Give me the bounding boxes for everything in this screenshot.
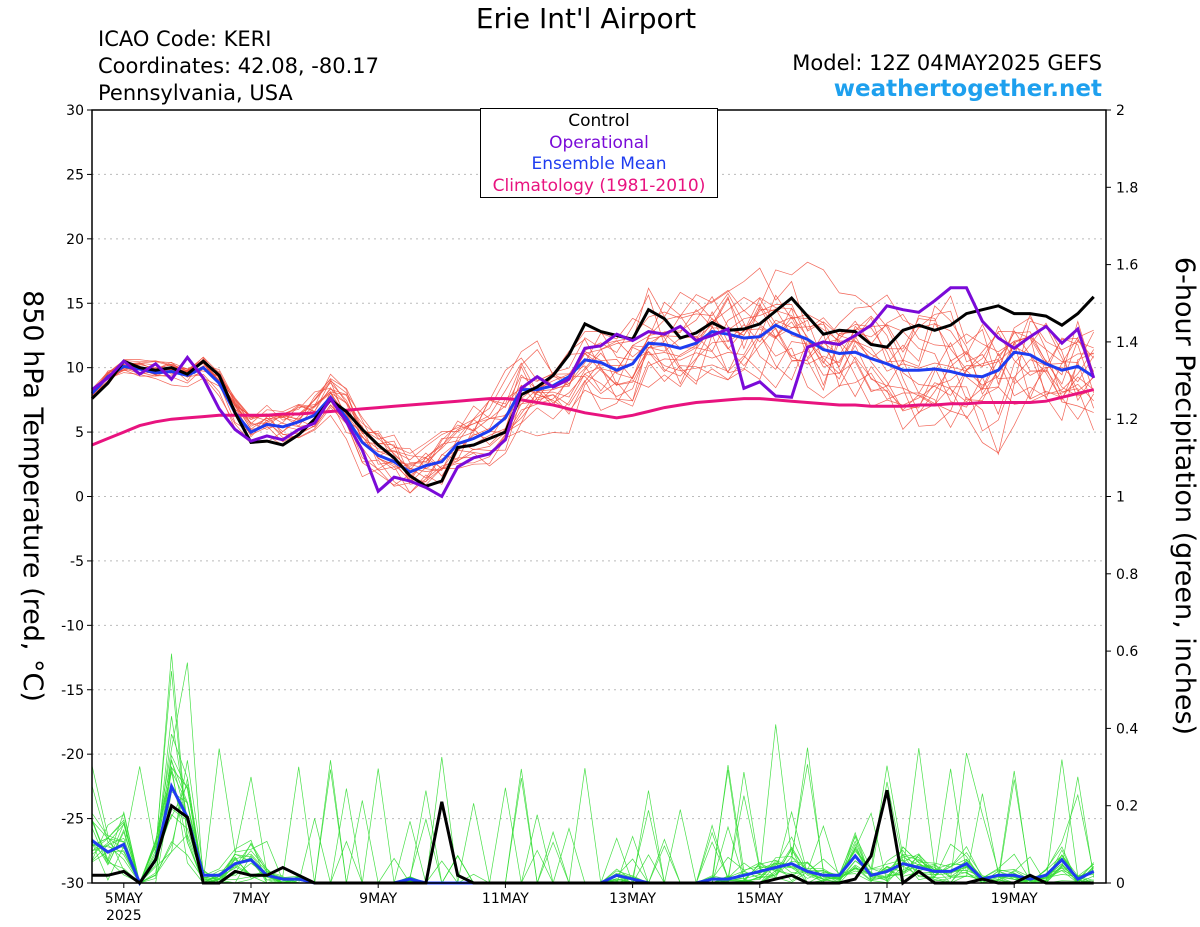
right-tick-label: 1.4 [1116, 335, 1138, 351]
left-tick-label: -15 [61, 683, 84, 699]
right-tick-label: 0.8 [1116, 567, 1138, 583]
precipitation-member-line [91, 759, 1094, 885]
temp-control-line [90, 295, 1095, 488]
x-tick-label: 5MAY [105, 891, 143, 907]
temperature-member-line [91, 287, 1094, 454]
temperature-member-line [91, 267, 1094, 476]
temperature-member-line [91, 309, 1094, 471]
ensemble-temperature-members [91, 261, 1095, 494]
left-tick-label: 10 [66, 361, 84, 377]
precipitation-member-line [91, 671, 1094, 884]
left-axis-ticks: 30 25 20 15 10 5 0 -5 -10 -15 -20 -25 -30 [61, 103, 92, 892]
temperature-member-line [91, 317, 1095, 458]
left-tick-label: -30 [61, 876, 84, 892]
x-tick-label: 9MAY [359, 891, 397, 907]
right-tick-label: 1.6 [1116, 258, 1138, 274]
x-tick-label: 17MAY [864, 891, 911, 907]
icao-code: ICAO Code: KERI [98, 27, 272, 51]
left-tick-label: 30 [66, 103, 84, 119]
model-run: Model: 12Z 04MAY2025 GEFS [792, 51, 1102, 75]
x-tick-label: 13MAY [609, 891, 656, 907]
temperature-member-line [91, 297, 1095, 494]
ensemble-precipitation-members [91, 653, 1095, 885]
precipitation-member-line [91, 662, 1094, 885]
temperature-member-line [91, 296, 1094, 471]
temperature-member-line [91, 295, 1094, 482]
left-tick-label: -25 [61, 812, 84, 828]
right-tick-label: 0.4 [1116, 721, 1138, 737]
right-tick-label: 0.2 [1116, 799, 1138, 815]
right-axis-ticks: 2 1.8 1.6 1.4 1.2 1 0.8 0.6 0.4 0.2 0 [1106, 103, 1138, 892]
right-tick-label: 0.6 [1116, 644, 1138, 660]
right-tick-label: 1 [1116, 490, 1125, 506]
coordinates: Coordinates: 42.08, -80.17 [98, 54, 379, 78]
right-tick-label: 2 [1116, 103, 1125, 119]
x-tick-label: 19MAY [991, 891, 1038, 907]
precipitation-member-line [91, 748, 1094, 885]
left-tick-label: 0 [75, 490, 84, 506]
right-tick-label: 1.8 [1116, 180, 1138, 196]
climatology-line [91, 388, 1095, 447]
precipitation-member-line [91, 778, 1095, 884]
right-tick-label: 0 [1116, 876, 1125, 892]
site-link[interactable]: weathertogether.net [833, 76, 1102, 102]
precipitation-member-line [91, 653, 1094, 884]
left-tick-label: 15 [66, 296, 84, 312]
temperature-member-line [91, 294, 1095, 482]
left-tick-label: 20 [66, 232, 84, 248]
x-tick-label: 7MAY [232, 891, 270, 907]
legend-operational: Operational [549, 132, 649, 153]
temp-operational-line [91, 286, 1096, 499]
right-tick-label: 1.2 [1116, 412, 1138, 428]
precipitation-member-line [91, 760, 1094, 884]
left-tick-label: 5 [75, 425, 84, 441]
precip-ensemble-mean-line [91, 781, 1095, 887]
left-tick-label: -5 [70, 554, 84, 570]
left-tick-label: 25 [66, 167, 84, 183]
precipitation-member-line [91, 785, 1094, 884]
location: Pennsylvania, USA [98, 81, 293, 105]
precipitation-member-line [91, 716, 1094, 884]
temperature-member-line [91, 313, 1095, 486]
legend-mean: Ensemble Mean [531, 154, 667, 174]
legend: Control Operational Ensemble Mean Climat… [480, 108, 718, 198]
grid [92, 173, 1106, 820]
legend-climatology: Climatology (1981-2010) [492, 175, 706, 196]
x-tick-label: 15MAY [736, 891, 783, 907]
x-tick-year: 2025 [106, 908, 142, 924]
legend-control: Control [568, 111, 630, 131]
left-tick-label: -10 [61, 618, 84, 634]
plot-frame [91, 109, 1107, 884]
left-tick-label: -20 [61, 747, 84, 763]
temp-ensemble-mean-line [90, 323, 1095, 474]
left-axis-label: 850 hPa Temperature (red, °C) [17, 290, 48, 702]
x-tick-label: 11MAY [482, 891, 529, 907]
page-title: Erie Int'l Airport [475, 2, 697, 35]
temperature-member-line [91, 294, 1094, 472]
right-axis-label: 6-hour Precipitation (green, inches) [1169, 257, 1200, 735]
